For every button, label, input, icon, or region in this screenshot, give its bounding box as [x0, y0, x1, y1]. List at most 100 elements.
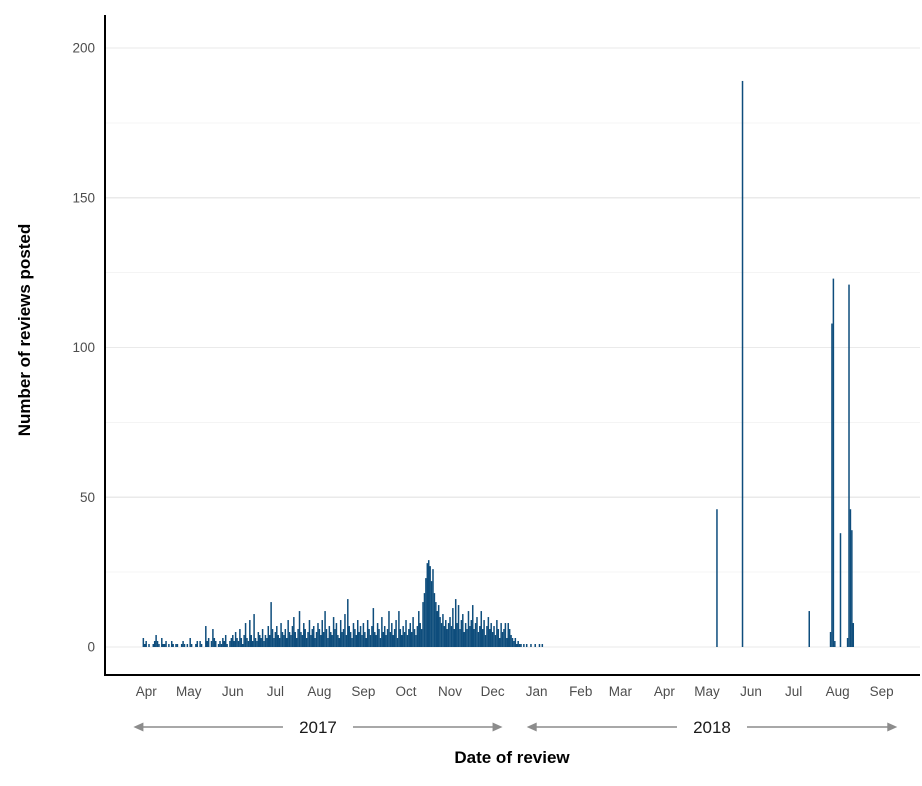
bar: [278, 638, 281, 647]
bar: [250, 635, 252, 647]
bar: [148, 644, 150, 647]
bar: [372, 608, 375, 647]
bar: [163, 644, 166, 647]
bar: [369, 635, 372, 647]
bar: [254, 638, 257, 647]
bar: [244, 623, 247, 647]
bar: [504, 623, 507, 647]
bar: [273, 638, 275, 647]
bar: [376, 623, 379, 647]
y-axis-title: Number of reviews posted: [15, 224, 34, 437]
x-tick-label-month: Jun: [222, 684, 244, 699]
bar: [158, 644, 160, 647]
bar: [446, 629, 448, 647]
bar: [382, 632, 385, 647]
bar: [324, 611, 326, 647]
y-tick-label: 50: [80, 490, 95, 505]
bar: [142, 638, 145, 647]
x-tick-label-month: Sep: [351, 684, 375, 699]
bar: [358, 632, 360, 647]
bar: [246, 638, 248, 647]
bar: [716, 509, 718, 647]
bar: [327, 638, 329, 647]
bar: [393, 629, 396, 647]
bar: [213, 638, 216, 647]
bar: [462, 614, 464, 647]
bar: [439, 617, 441, 647]
bar: [307, 632, 309, 647]
x-tick-label-month: Nov: [438, 684, 462, 699]
bar: [523, 644, 525, 647]
bar: [409, 623, 412, 647]
y-tick-label: 150: [72, 190, 95, 205]
x-axis-title: Date of review: [454, 748, 570, 767]
bar: [152, 644, 155, 647]
bar: [386, 629, 389, 647]
bar: [325, 629, 328, 647]
bar: [497, 629, 500, 647]
bar: [403, 632, 406, 647]
bar: [304, 629, 306, 647]
x-tick-label-month: Aug: [826, 684, 850, 699]
bars: [142, 80, 855, 647]
bar: [477, 632, 480, 647]
bar: [247, 641, 250, 647]
bar: [379, 638, 382, 647]
bar: [172, 644, 174, 647]
bar: [530, 644, 532, 647]
bar: [435, 602, 437, 647]
bar: [308, 620, 311, 647]
bar: [257, 632, 260, 647]
bar: [402, 626, 404, 647]
bar: [345, 635, 348, 647]
bar: [224, 635, 227, 647]
bar: [508, 629, 511, 647]
arrow-right-head: [887, 722, 898, 732]
bar: [189, 638, 191, 647]
bar: [234, 632, 237, 647]
gridlines: [105, 47, 920, 648]
bar: [849, 509, 852, 647]
bar: [226, 644, 228, 647]
bar: [317, 623, 319, 647]
bar: [281, 632, 284, 647]
bar: [347, 599, 349, 647]
bar: [500, 623, 502, 647]
arrow-left-head: [526, 722, 537, 732]
bar: [241, 644, 244, 647]
bar: [422, 602, 424, 647]
bar: [392, 635, 394, 647]
year-annotations: 2017 2018: [133, 718, 898, 737]
arrow-left-head: [133, 722, 144, 732]
bar: [283, 635, 285, 647]
x-tick-label-month: Jan: [526, 684, 548, 699]
x-tick-label-month: Jun: [740, 684, 762, 699]
bar: [368, 629, 370, 647]
bar: [473, 629, 475, 647]
bar: [312, 626, 315, 647]
bar: [366, 620, 369, 647]
bar: [354, 629, 356, 647]
bar: [829, 632, 832, 647]
bar: [383, 626, 386, 647]
bar: [271, 629, 274, 647]
bar: [321, 620, 323, 647]
bar: [276, 626, 278, 647]
bar: [190, 644, 193, 647]
y-tick-label: 0: [87, 640, 95, 655]
bar: [385, 635, 387, 647]
bar: [741, 80, 744, 647]
bar: [449, 617, 451, 647]
bar: [459, 629, 461, 647]
bar: [290, 635, 292, 647]
bar: [496, 620, 498, 647]
bar: [223, 641, 226, 647]
bar: [427, 560, 430, 647]
bar: [442, 614, 444, 647]
bar: [445, 620, 447, 647]
bar: [848, 284, 850, 647]
bar: [303, 623, 305, 647]
x-tick-label-month: Apr: [654, 684, 676, 699]
bar: [851, 530, 853, 647]
